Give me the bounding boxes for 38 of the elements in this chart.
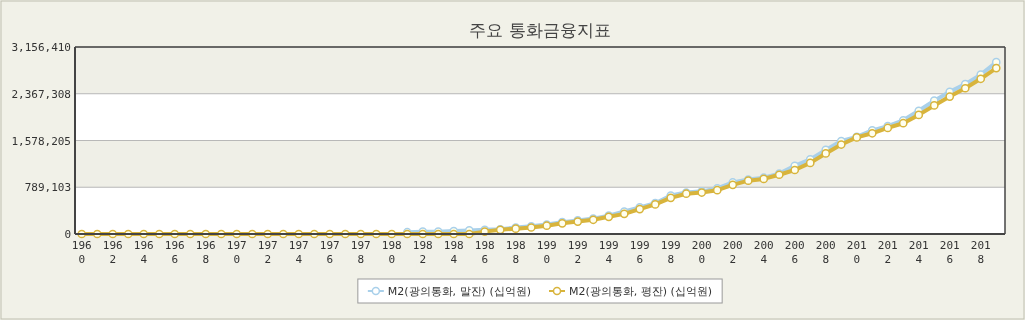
x-tick-label: 2016 (939, 239, 960, 266)
x-tick-label: 1980 (381, 239, 402, 266)
x-tick-label: 2018 (970, 239, 991, 266)
legend-label: M2(광의통화, 말잔) (십억원) (387, 285, 531, 298)
x-tick-label: 1978 (350, 239, 371, 266)
x-tick-label: 1984 (443, 239, 464, 266)
y-tick-label: 0 (64, 228, 71, 241)
x-tick-label: 1990 (536, 239, 557, 266)
x-tick-label: 1960 (71, 239, 92, 266)
x-tick-label: 1964 (133, 239, 154, 266)
x-tick-label: 1966 (164, 239, 185, 266)
x-tick-label: 1992 (567, 239, 588, 266)
y-tick-label: 1,578,205 (11, 134, 71, 148)
x-tick-label: 1962 (102, 239, 123, 266)
x-tick-label: 1986 (474, 239, 495, 266)
title: 주요 통화금융지표 (469, 20, 611, 40)
x-tick-label: 2010 (846, 239, 867, 266)
x-tick-label: 2000 (691, 239, 712, 266)
x-tick-label: 1994 (598, 239, 619, 266)
x-tick-label: 2006 (784, 239, 805, 266)
x-tick-label: 1976 (319, 239, 340, 266)
y-tick-label: 789,103 (24, 181, 71, 195)
x-tick-label: 2012 (877, 239, 898, 266)
x-tick-label: 1974 (288, 239, 309, 266)
x-tick-label: 2002 (722, 239, 743, 266)
x-tick-label: 1988 (505, 239, 526, 266)
legend-label: M2(광의통화, 평잔) (십억원) (569, 285, 713, 298)
x-tick-label: 1982 (412, 239, 433, 266)
x-tick-label: 2014 (908, 239, 929, 266)
y-tick-label: 3,156,410 (11, 41, 71, 54)
x-tick-label: 1968 (195, 239, 216, 266)
x-tick-label: 1998 (660, 239, 681, 266)
y-tick-label: 2,367,308 (11, 87, 71, 101)
x-tick-label: 1972 (257, 239, 278, 266)
x-tick-label: 2008 (815, 239, 836, 266)
x-tick-label: 1970 (226, 239, 247, 266)
x-tick-label: 2004 (753, 239, 774, 266)
x-tick-label: 1996 (629, 239, 650, 266)
